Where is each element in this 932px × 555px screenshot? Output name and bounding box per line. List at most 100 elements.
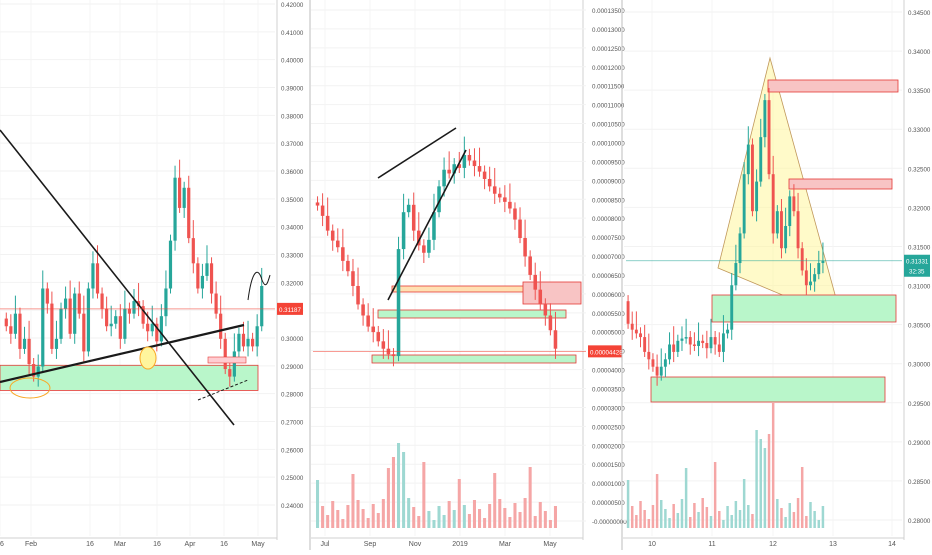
- candle-body: [503, 197, 507, 202]
- candle-body: [22, 338, 27, 349]
- y-tick-label: 0.00010500: [592, 122, 625, 129]
- y-tick-label: 0.32500: [908, 166, 931, 173]
- candle-body: [141, 306, 145, 324]
- candle-body: [487, 178, 492, 187]
- y-tick-label: 0.29000: [281, 364, 304, 371]
- volume-bar: [508, 517, 512, 528]
- last-time-label: 32:35: [909, 269, 925, 276]
- candle-body: [467, 154, 472, 161]
- candle-body: [146, 323, 150, 332]
- candle-body: [730, 285, 734, 330]
- volume-bar: [776, 499, 779, 528]
- projection-curve: [247, 271, 271, 301]
- volume-bar: [381, 499, 385, 528]
- candle-body: [325, 215, 330, 231]
- candle-body: [82, 313, 86, 352]
- volume-bar: [755, 430, 758, 528]
- candle-body: [767, 100, 771, 175]
- volume-bar: [483, 518, 487, 528]
- panel-2-y-ticks: 0.00013500 0.00013000 0.00012500 0.00012000…: [592, 8, 627, 526]
- candle-body: [356, 285, 360, 305]
- volume-bar: [676, 513, 680, 528]
- y-tick-label: 0.39000: [281, 86, 304, 93]
- candle-body: [482, 171, 487, 179]
- volume-bar: [693, 503, 696, 528]
- y-tick-label: 0.30000: [281, 336, 304, 343]
- y-tick-label: 0.00005000: [592, 330, 625, 337]
- candle-body: [223, 338, 227, 370]
- volume-bar: [730, 515, 733, 528]
- panel-2-grid: [311, 0, 586, 536]
- candle-body: [462, 154, 467, 168]
- candle-body: [771, 174, 775, 234]
- panel-2-volume: [316, 443, 557, 528]
- volume-bar: [457, 479, 461, 528]
- candle-body: [105, 308, 109, 327]
- panel-1-x-ticks: Feb 16 Mar 16 Apr 16 May 16: [0, 541, 265, 548]
- volume-bar: [326, 515, 330, 528]
- candle-body: [406, 204, 411, 213]
- candle-body: [518, 219, 522, 239]
- candle-body: [709, 337, 713, 349]
- y-tick-label: 0.33000: [908, 127, 931, 134]
- candle-body: [457, 164, 462, 168]
- volume-bar: [664, 509, 667, 528]
- x-tick-label: Sep: [364, 541, 377, 548]
- volume-bar: [493, 473, 497, 528]
- last-price-tag: [277, 302, 303, 315]
- volume-bar: [402, 452, 406, 528]
- candle-body: [492, 186, 497, 194]
- x-tick-label: 13: [829, 541, 837, 548]
- panel-3-x-ticks: 10 11 12 13 14: [648, 541, 896, 548]
- y-tick-label: 0.28000: [908, 518, 931, 525]
- support-zone: [377, 309, 567, 319]
- panel-2-drawings: [377, 127, 467, 301]
- candle-body: [780, 211, 783, 249]
- volume-bar: [548, 520, 552, 528]
- volume-bar: [751, 514, 754, 528]
- volume-bar: [742, 479, 746, 528]
- candle-body: [634, 329, 638, 334]
- y-tick-label: 0.37000: [281, 141, 304, 148]
- support-zone: [371, 354, 577, 364]
- candle-body: [86, 288, 90, 352]
- volume-bar: [684, 468, 688, 528]
- y-tick-label: 0.41000: [281, 30, 304, 37]
- candle-body: [251, 338, 255, 347]
- y-tick-label: 0.00003000: [592, 405, 625, 412]
- panel-3-volume: [626, 403, 825, 528]
- volume-bar: [655, 474, 659, 528]
- volume-bar: [705, 507, 709, 528]
- y-tick-label: 0.24000: [281, 503, 304, 510]
- candle-body: [91, 263, 95, 289]
- candle-body: [784, 226, 788, 249]
- x-tick-label: Feb: [25, 541, 37, 548]
- candle-body: [219, 313, 223, 339]
- candle-body: [95, 263, 100, 294]
- candle-body: [746, 144, 750, 175]
- candle-body: [191, 238, 195, 264]
- volume-bar: [356, 500, 360, 528]
- y-tick-label: 0.00008000: [592, 216, 625, 223]
- candle-body: [241, 333, 246, 347]
- candle-body: [178, 177, 182, 208]
- candle-body: [697, 340, 701, 346]
- candle-body: [366, 315, 370, 327]
- candle-body: [164, 288, 168, 317]
- panel-1: 0.42000 0.41000 0.40000 0.39000 0.38000 0.370…: [0, 0, 310, 550]
- support-zone: [650, 376, 886, 403]
- dashed-channel-line: [197, 379, 249, 401]
- y-tick-label: 0.30000: [908, 362, 931, 369]
- panel-1-candles: [4, 159, 264, 387]
- volume-bar: [805, 516, 808, 528]
- y-tick-label: 0.31500: [908, 244, 931, 251]
- candle-body: [513, 208, 517, 220]
- candle-body: [742, 174, 746, 234]
- volume-bar: [809, 502, 812, 528]
- candle-body: [442, 169, 446, 187]
- candle-body: [381, 341, 386, 349]
- y-tick-label: 0.26000: [281, 447, 304, 454]
- volume-bar: [397, 443, 401, 528]
- x-tick-label: Apr: [185, 541, 197, 548]
- volume-bar: [817, 520, 821, 528]
